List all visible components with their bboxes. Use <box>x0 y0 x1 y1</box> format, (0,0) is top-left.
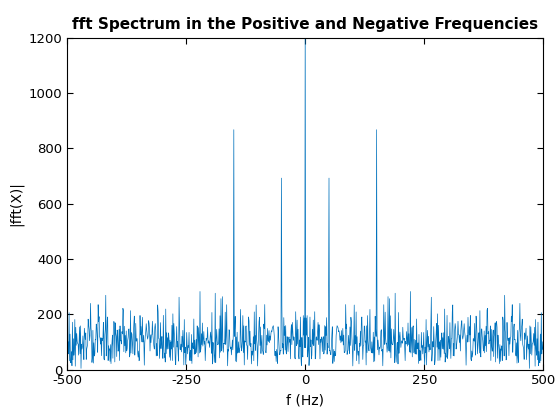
Title: fft Spectrum in the Positive and Negative Frequencies: fft Spectrum in the Positive and Negativ… <box>72 18 538 32</box>
X-axis label: f (Hz): f (Hz) <box>286 393 324 407</box>
Y-axis label: |fft(X)|: |fft(X)| <box>8 181 23 226</box>
